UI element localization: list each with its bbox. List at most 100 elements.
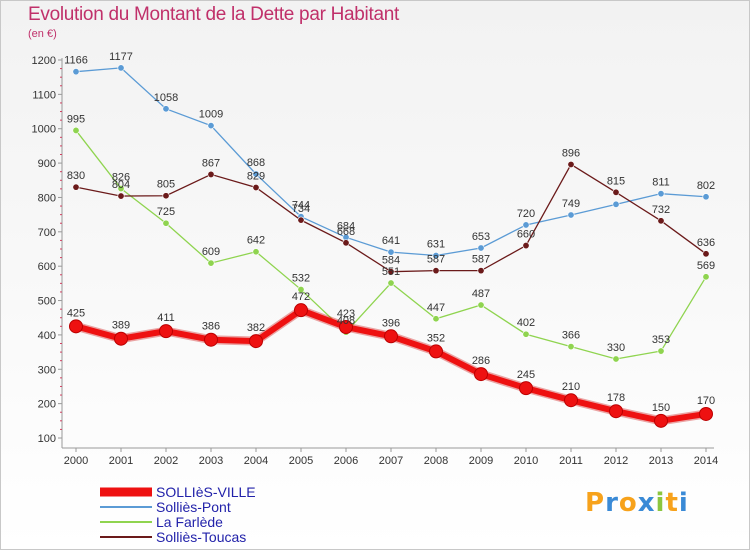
data-label: 896	[562, 147, 580, 159]
x-tick-label: 2004	[244, 455, 268, 467]
data-point	[384, 329, 398, 344]
y-tick-label: 600	[38, 261, 56, 273]
y-tick-label: 800	[38, 192, 56, 204]
value-labels: 1166 1177 1058 1009 868 744 684 641 631 653 720 749…	[64, 51, 715, 414]
data-label: 734	[292, 203, 310, 215]
data-point	[432, 315, 440, 323]
data-label: 1177	[109, 51, 133, 63]
x-tick-label: 2011	[559, 455, 583, 467]
x-tick-label: 2013	[649, 455, 673, 467]
data-label: 170	[697, 395, 715, 407]
data-label: 487	[472, 288, 490, 300]
data-label: 423	[337, 308, 355, 320]
data-label: 330	[607, 342, 625, 354]
data-label: 811	[652, 177, 670, 189]
data-label: 829	[247, 170, 265, 182]
data-point	[252, 170, 260, 178]
data-point	[207, 122, 215, 130]
data-point	[657, 347, 665, 355]
data-label: 868	[247, 157, 265, 169]
data-label: 408	[337, 315, 355, 327]
data-point	[162, 219, 170, 227]
data-label: 653	[472, 231, 490, 243]
data-label: 867	[202, 157, 220, 169]
data-point	[612, 200, 620, 208]
data-point	[474, 367, 488, 382]
x-tick-label: 2006	[334, 455, 358, 467]
data-point	[294, 303, 308, 318]
data-label: 732	[652, 204, 670, 216]
data-point	[612, 355, 620, 363]
data-point	[72, 183, 80, 191]
logo-letter: P	[585, 488, 606, 518]
data-point	[342, 239, 350, 247]
data-label: 815	[607, 175, 625, 187]
x-tick-label: 2014	[694, 455, 718, 467]
series-layer	[69, 64, 713, 428]
legend-label: La Farlède	[156, 514, 223, 530]
y-tick-label: 1100	[32, 89, 56, 101]
x-tick-label: 2005	[289, 455, 313, 467]
data-label: 826	[112, 172, 130, 184]
logo-letter: r	[605, 488, 619, 518]
data-label: 830	[67, 170, 85, 182]
data-point	[297, 216, 305, 224]
data-label: 353	[652, 334, 670, 346]
data-label: 389	[112, 320, 130, 332]
data-point	[69, 319, 83, 334]
data-point	[117, 185, 125, 193]
data-point	[114, 331, 128, 346]
data-label: 995	[67, 113, 85, 125]
data-point	[657, 190, 665, 198]
data-point	[207, 170, 215, 178]
data-point	[519, 381, 533, 396]
legend-label: Solliès-Pont	[156, 499, 231, 515]
data-point	[249, 334, 263, 349]
data-label: 725	[157, 206, 175, 218]
data-label: 804	[112, 179, 130, 191]
data-label: 805	[157, 179, 175, 191]
data-label: 684	[337, 220, 355, 232]
data-point	[702, 250, 710, 258]
y-tick-label: 1000	[32, 124, 56, 136]
data-point	[699, 406, 713, 421]
data-label: 178	[607, 392, 625, 404]
data-label: 532	[292, 273, 310, 285]
data-point	[564, 393, 578, 408]
data-label: 386	[202, 321, 220, 333]
data-point	[72, 126, 80, 134]
data-label: 569	[697, 260, 715, 272]
data-label: 366	[562, 330, 580, 342]
data-point	[522, 330, 530, 338]
data-point	[432, 267, 440, 275]
data-label: 286	[472, 355, 490, 367]
data-point	[387, 268, 395, 276]
x-tick-label: 2012	[604, 455, 628, 467]
data-label: 587	[472, 254, 490, 266]
data-point	[117, 64, 125, 72]
data-point	[609, 404, 623, 419]
legend-label: SOLLIèS-VILLE	[156, 484, 256, 500]
data-label: 631	[427, 239, 445, 251]
data-point	[657, 217, 665, 225]
data-label: 668	[337, 226, 355, 238]
data-label: 587	[427, 254, 445, 266]
series-solli-s-pont	[72, 64, 710, 260]
data-label: 245	[517, 369, 535, 381]
data-label: 744	[292, 200, 310, 212]
y-tick-label: 200	[38, 399, 56, 411]
data-label: 584	[382, 255, 400, 267]
data-point	[612, 188, 620, 196]
x-tick-label: 2008	[424, 455, 448, 467]
data-point	[72, 68, 80, 76]
data-point	[567, 343, 575, 351]
x-tick-label: 2010	[514, 455, 538, 467]
data-label: 425	[67, 307, 85, 319]
data-point	[567, 160, 575, 168]
logo-letter: x	[637, 488, 656, 518]
data-label: 1166	[64, 55, 88, 67]
data-label: 411	[157, 312, 175, 324]
data-point	[117, 192, 125, 200]
